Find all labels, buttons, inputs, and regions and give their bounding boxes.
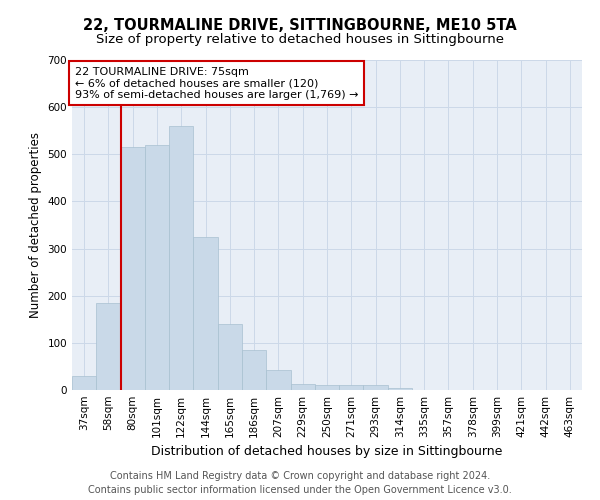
Bar — [96, 303, 121, 390]
Text: 22, TOURMALINE DRIVE, SITTINGBOURNE, ME10 5TA: 22, TOURMALINE DRIVE, SITTINGBOURNE, ME1… — [83, 18, 517, 32]
Text: Size of property relative to detached houses in Sittingbourne: Size of property relative to detached ho… — [96, 32, 504, 46]
Text: Contains HM Land Registry data © Crown copyright and database right 2024.
Contai: Contains HM Land Registry data © Crown c… — [88, 471, 512, 495]
Y-axis label: Number of detached properties: Number of detached properties — [29, 132, 42, 318]
Bar — [242, 350, 266, 390]
Bar — [193, 237, 218, 390]
Bar — [290, 384, 315, 390]
Bar — [339, 386, 364, 390]
Bar — [266, 370, 290, 390]
Bar — [218, 324, 242, 390]
Text: 22 TOURMALINE DRIVE: 75sqm
← 6% of detached houses are smaller (120)
93% of semi: 22 TOURMALINE DRIVE: 75sqm ← 6% of detac… — [74, 66, 358, 100]
X-axis label: Distribution of detached houses by size in Sittingbourne: Distribution of detached houses by size … — [151, 446, 503, 458]
Bar — [121, 147, 145, 390]
Bar — [364, 386, 388, 390]
Bar — [315, 386, 339, 390]
Bar — [169, 126, 193, 390]
Bar — [145, 145, 169, 390]
Bar — [388, 388, 412, 390]
Bar — [72, 376, 96, 390]
